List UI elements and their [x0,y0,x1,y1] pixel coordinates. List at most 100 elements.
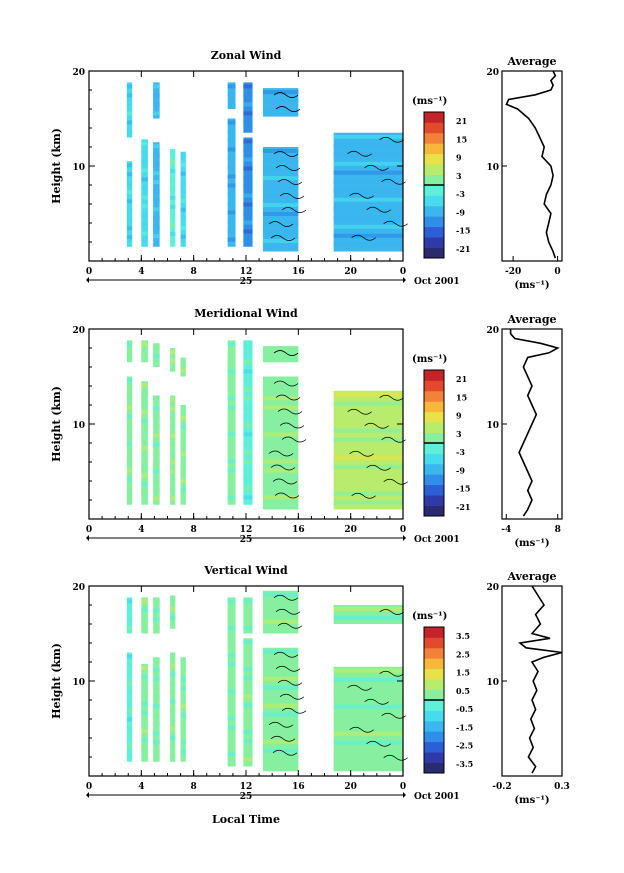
data-segment [227,82,236,247]
data-cell-variation [243,396,253,401]
contour-line [383,754,408,761]
colorbar-unit: (ms⁻¹) [412,611,447,622]
data-cell-variation [153,659,160,664]
colorbar-tick-label: 3.5 [456,631,470,641]
data-cell [227,340,236,505]
data-cell-variation [153,626,160,631]
data-cell-variation [243,93,253,98]
colorbar-swatch [424,463,444,475]
average-x-tick-label: 0 [554,267,560,277]
data-cell-variation [141,608,148,613]
data-cell-variation [333,607,403,611]
data-cell-variation [243,387,253,392]
data-cell-variation [243,739,253,744]
colorbar: -21 -15 -9 -3 3 9 15 21 [423,369,470,517]
data-cell-variation [126,699,133,704]
contour-line [347,150,372,157]
data-cell-variation [153,608,160,613]
contour-line [277,179,303,185]
data-cell-variation [263,387,299,392]
data-cell-variation [227,734,236,739]
data-cell-variation [153,162,160,167]
average-title: Average [506,55,556,68]
data-cell-variation [333,161,403,166]
x-tick-label: 16 [292,267,305,277]
average-y-tick-label: 10 [486,421,499,431]
data-cell-variation [126,690,133,695]
data-cell-variation [153,415,160,420]
contour-line [379,394,404,401]
data-cell-variation [126,626,133,631]
data-cell-variation [263,739,299,744]
data-cell-variation [180,180,186,185]
colorbar-swatch [424,495,444,506]
date-mark: 25 [240,277,253,287]
data-cell [170,395,176,505]
date-caption: Oct 2001 [414,792,460,802]
data-cell-variation [153,460,160,465]
data-cell-variation [170,442,176,447]
average-x-label: (ms⁻¹) [514,538,549,549]
data-cell-variation [263,423,299,428]
data-segment [333,605,408,772]
data-cell-variation [180,153,186,158]
colorbar-swatch [424,370,444,381]
contour-line [277,679,303,686]
data-cell-variation [170,415,176,420]
data-cell-variation [126,111,133,116]
colorbar: -21 -15 -9 -3 3 9 15 21 [423,111,470,259]
contour-line [383,220,408,227]
data-cell-variation [227,752,236,757]
data-cell-variation [153,234,160,239]
data-cell-variation [227,495,236,500]
data-cell-variation [170,753,176,758]
data-cell-variation [153,406,160,411]
data-cell-variation [153,740,160,745]
data-cell-variation [243,459,253,464]
data-cell [141,597,148,634]
data-cell-variation [126,744,133,749]
data-cell-variation [126,342,133,347]
data-cell-variation [243,220,253,225]
data-cell-variation [153,749,160,754]
contour-line [270,735,296,742]
average-x-tick-label: -0.2 [492,782,511,792]
contour-line [277,622,303,629]
data-cell-variation [243,342,253,347]
data-cell-variation [243,450,253,455]
data-cell-variation [126,102,133,107]
data-cell-variation [153,111,160,116]
colorbar-tick-label: 15 [456,134,467,144]
data-cell-variation [141,392,148,397]
x-tick-label: 8 [191,267,197,277]
data-cell-variation [227,405,236,410]
data-cell-variation [170,744,176,749]
data-cell-variation [243,468,253,473]
data-cell-variation [227,689,236,694]
data-cell-variation [227,725,236,730]
data-cell-variation [227,138,236,143]
data-cell-variation [333,152,403,157]
data-cell-variation [141,746,148,751]
data-cell-variation [263,167,299,171]
data-cell [153,82,160,119]
data-cell [243,638,253,767]
data-cell-variation [153,93,160,98]
data-cell-variation [153,731,160,736]
x-tick-label: 16 [292,782,305,792]
data-cell-variation [153,207,160,212]
data-cell-variation [170,186,176,191]
data-cell-variation [170,699,176,704]
data-cell-variation [153,153,160,158]
colorbar-swatch [424,720,444,732]
data-cell-variation [126,351,133,356]
contour-line [273,594,299,601]
data-segment [263,88,307,252]
data-segment [170,148,176,247]
data-cell-variation [227,342,236,347]
data-cell [153,142,160,247]
data-cell-variation [227,680,236,685]
data-cell-variation [227,369,236,374]
data-cell-variation [126,172,133,177]
